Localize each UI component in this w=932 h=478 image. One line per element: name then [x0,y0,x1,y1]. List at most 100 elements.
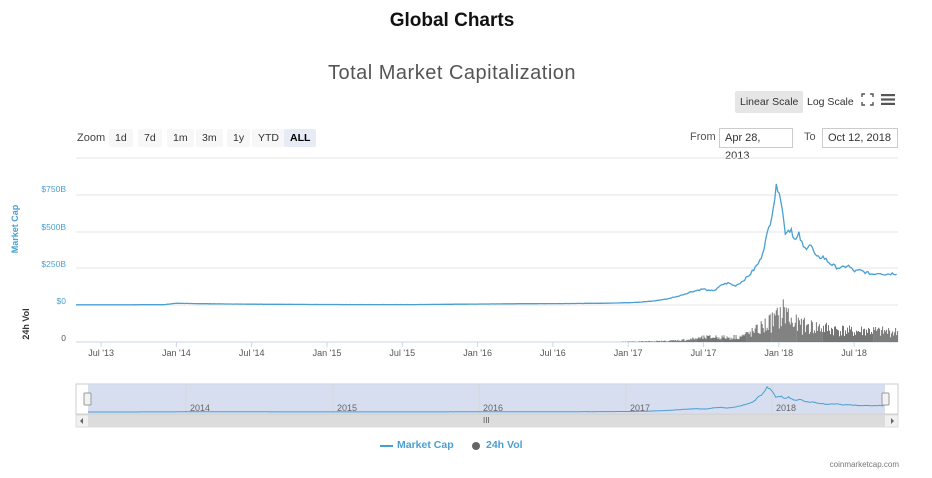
volume-bar [656,340,658,342]
volume-bar [653,341,655,342]
zoom-3m-button[interactable]: 3m [196,129,223,147]
volume-bar [756,324,758,342]
x-tick-label: Jan '17 [613,348,643,358]
scrollbar-grip-icon[interactable]: III [483,416,490,425]
zoom-all-button[interactable]: ALL [284,129,317,147]
volume-bar [848,332,849,342]
volume-bar [884,330,886,342]
volume-bar [730,337,732,342]
linear-scale-button[interactable]: Linear Scale [735,91,804,113]
legend-volume-symbol [472,442,480,450]
volume-bar [705,338,707,342]
zoom-7d-button[interactable]: 7d [138,129,162,147]
volume-bar [854,332,855,342]
volume-bar [847,327,848,342]
volume-bar [661,340,663,342]
volume-bar [774,315,776,342]
volume-bar [809,332,811,342]
volume-bar [736,338,738,342]
volume-bar [750,336,752,342]
volume-bar [834,326,835,342]
volume-bar [646,341,648,342]
volume-bar [781,317,783,342]
volume-bar [841,335,842,342]
legend-24h-vol[interactable]: 24h Vol [486,439,523,451]
volume-bar [747,332,749,342]
volume-bar [728,337,730,342]
volume-bar [700,337,702,342]
volume-bar [709,335,711,342]
volume-bar [782,299,784,342]
volume-bar [753,333,755,342]
volume-bar [737,339,739,342]
volume-bar [890,337,892,342]
volume-bar [654,341,656,342]
hamburger-menu-icon[interactable] [881,93,895,109]
volume-bar [867,332,868,342]
volume-bar [777,315,779,342]
x-tick-label: Jan '15 [312,348,342,358]
volume-bar [772,326,774,342]
x-tick-label: Jul '15 [389,348,416,358]
volume-bar [875,327,877,342]
volume-bar [806,324,808,342]
volume-bar [694,339,696,342]
to-date-input[interactable]: Oct 12, 2018 [822,128,898,148]
volume-bar [791,322,793,342]
volume-bar [885,331,887,342]
zoom-1d-button[interactable]: 1d [109,129,133,147]
volume-bar [714,337,716,342]
volume-bar [676,341,678,342]
volume-bar [836,328,837,342]
volume-bar [851,326,852,342]
volume-bar [710,338,712,342]
volume-bar [873,327,875,342]
legend-market-cap[interactable]: Market Cap [397,439,454,451]
volume-bar [669,340,671,342]
volume-bar [859,331,860,342]
volume-bar [684,340,686,342]
volume-bar [719,339,721,342]
volume-bar [681,339,683,342]
volume-bar [891,333,893,342]
volume-bar [716,337,718,342]
volume-bar [844,336,845,342]
volume-bar [843,326,844,342]
volume-bar [744,334,746,342]
zoom-1y-button[interactable]: 1y [227,129,251,147]
volume-bar [817,326,819,342]
volume-bar [888,328,890,342]
volume-bar [838,330,839,342]
volume-bar [790,317,792,342]
zoom-label: Zoom [77,132,106,144]
credit-link[interactable]: coinmarketcap.com [829,460,899,469]
volume-bar [828,325,829,342]
volume-bar [699,338,701,342]
volume-bar [739,335,741,342]
volume-bar [895,328,897,342]
volume-bar [849,325,850,342]
volume-bar [894,332,896,342]
volume-bar [727,338,729,342]
volume-bar [713,337,715,342]
volume-bar [796,330,798,342]
volume-bar [660,341,662,342]
volume-bar [896,335,898,342]
scroll-left-arrow [80,418,83,424]
volume-bar [839,336,840,342]
fullscreen-icon[interactable] [861,93,874,109]
volume-bar [664,340,666,342]
volume-bar [672,340,674,342]
volume-bar [880,335,882,342]
volume-bar [883,333,885,342]
zoom-1m-button[interactable]: 1m [167,129,194,147]
from-date-input[interactable]: Apr 28, 2013 [719,128,793,162]
volume-bar [670,340,672,342]
zoom-ytd-button[interactable]: YTD [252,129,285,147]
volume-bar [821,332,823,342]
volume-bar [752,331,754,342]
log-scale-button[interactable]: Log Scale [807,96,854,108]
volume-bar [787,308,789,342]
volume-bar [872,333,873,342]
volume-bar [715,335,717,342]
